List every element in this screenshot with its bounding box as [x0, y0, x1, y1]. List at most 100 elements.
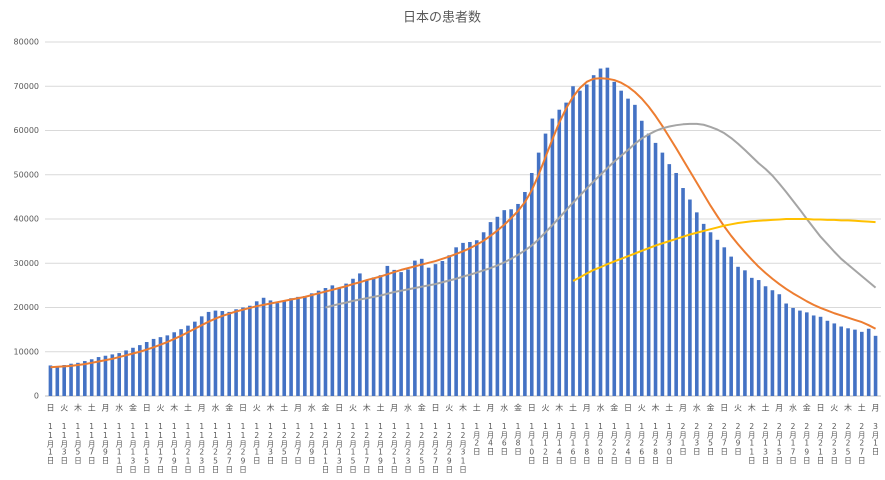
bar — [674, 172, 678, 396]
x-tick-label: 12月25日 — [417, 422, 426, 474]
bar — [303, 295, 307, 396]
x-weekday-label: 土 — [280, 403, 288, 413]
bar — [832, 323, 837, 396]
bar — [454, 247, 458, 396]
x-tick-label: 12月23日 — [403, 422, 412, 474]
x-tick-label: 12月29日 — [445, 422, 454, 474]
x-tick-label: 11月27日 — [225, 422, 234, 474]
x-weekday-label: 月 — [775, 404, 783, 413]
bar — [275, 303, 280, 396]
x-tick-label: 11月3日 — [60, 422, 69, 465]
x-weekday-label: 日 — [817, 404, 825, 413]
bar — [701, 223, 706, 396]
y-tick-label: 50000 — [14, 170, 39, 179]
x-tick-label: 11月5日 — [73, 422, 82, 465]
x-weekday-label: 木 — [844, 403, 852, 413]
bar — [550, 118, 555, 397]
bar — [199, 316, 204, 396]
bar — [653, 142, 658, 396]
bar — [591, 75, 596, 396]
bar — [667, 164, 672, 396]
x-tick-label: 1月8日 — [514, 422, 523, 456]
x-weekday-label: 木 — [748, 403, 756, 413]
x-tick-label: 1月4日 — [486, 422, 495, 456]
bar — [48, 365, 53, 396]
line — [572, 218, 876, 282]
x-tick-label: 11月21日 — [183, 422, 192, 474]
x-weekday-label: 土 — [858, 403, 866, 413]
bar — [811, 315, 816, 396]
bar — [502, 210, 507, 396]
x-weekday-label: 月 — [101, 404, 109, 413]
x-weekday-label: 木 — [74, 403, 82, 413]
x-weekday-label: 土 — [665, 403, 673, 413]
bar — [289, 298, 293, 396]
bar — [578, 90, 582, 397]
x-weekday-label: 金 — [418, 403, 426, 413]
bar — [447, 255, 452, 396]
x-weekday-label: 月 — [294, 404, 302, 413]
x-tick-label: 11月1日 — [46, 422, 55, 465]
bar — [392, 269, 397, 396]
x-weekday-label: 水 — [693, 403, 701, 413]
x-weekday-label: 木 — [459, 403, 467, 413]
y-tick-label: 70000 — [14, 82, 39, 91]
x-tick-label: 2月11日 — [747, 422, 756, 465]
bar — [103, 355, 108, 396]
bar — [605, 67, 610, 396]
bar — [860, 331, 864, 396]
x-weekday-label: 日 — [46, 404, 54, 413]
bar — [481, 232, 486, 396]
bar — [743, 270, 747, 396]
bar — [756, 280, 761, 396]
x-tick-label: 2月7日 — [720, 422, 729, 456]
y-tick-label: 40000 — [14, 215, 39, 224]
bar — [598, 68, 603, 397]
x-tick-label: 11月19日 — [170, 422, 179, 474]
bar — [509, 209, 513, 396]
x-tick-label: 12月21日 — [390, 422, 399, 474]
x-weekday-label: 水 — [789, 403, 797, 413]
bar — [633, 104, 637, 397]
x-weekday-label: 木 — [652, 403, 660, 413]
bar — [488, 222, 493, 396]
bar — [351, 278, 355, 396]
bar — [660, 152, 665, 396]
bar — [777, 294, 782, 396]
bar — [763, 286, 768, 396]
bar — [110, 354, 115, 396]
x-weekday-label: 水 — [500, 403, 508, 413]
x-tick-label: 11月13日 — [128, 422, 137, 474]
bar — [165, 335, 170, 396]
bar — [213, 310, 218, 396]
bar — [364, 280, 369, 396]
bar — [268, 300, 273, 396]
bar — [55, 366, 60, 396]
y-tick-label: 20000 — [14, 303, 39, 312]
x-weekday-label: 火 — [638, 404, 646, 413]
x-tick-label: 1月18日 — [582, 422, 591, 465]
x-tick-label: 1月14日 — [555, 422, 564, 465]
x-tick-label: 12月17日 — [362, 422, 371, 474]
bar — [76, 362, 80, 396]
x-tick-label: 1月30日 — [665, 422, 674, 465]
x-tick-label: 12月27日 — [431, 422, 440, 474]
bar — [708, 232, 713, 396]
line — [50, 77, 877, 369]
bar — [254, 301, 259, 396]
bar — [715, 239, 720, 396]
bar — [846, 328, 850, 396]
x-weekday-label: 水 — [115, 403, 123, 413]
x-tick-label: 2月21日 — [816, 422, 825, 465]
x-weekday-label: 日 — [624, 404, 632, 413]
x-weekday-label: 日 — [528, 404, 536, 413]
bar — [371, 277, 376, 396]
x-tick-label: 11月15日 — [142, 422, 151, 474]
x-tick-label: 2月13日 — [761, 422, 770, 465]
x-weekday-label: 日 — [335, 404, 343, 413]
x-tick-label: 1月26日 — [637, 422, 646, 465]
x-weekday-label: 土 — [569, 403, 577, 413]
x-tick-label: 12月15日 — [348, 422, 357, 474]
x-weekday-label: 金 — [610, 403, 618, 413]
x-tick-label: 11月25日 — [211, 422, 220, 474]
